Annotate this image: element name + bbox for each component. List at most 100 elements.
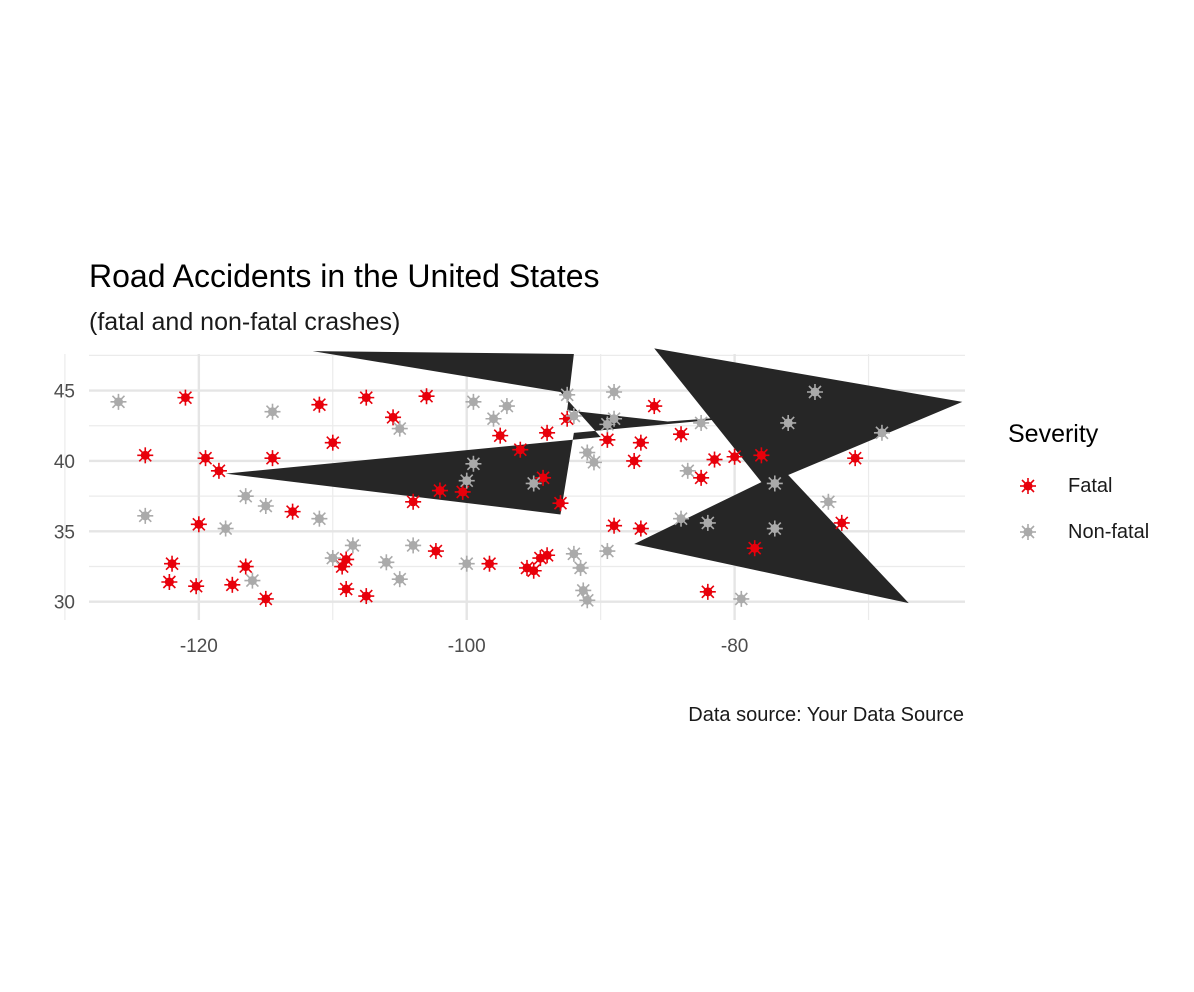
point-non-fatal: [679, 462, 696, 479]
point-non-fatal: [110, 393, 127, 410]
point-fatal: [358, 389, 375, 406]
point-fatal: [224, 576, 241, 593]
point-fatal: [177, 389, 194, 406]
point-non-fatal: [378, 554, 395, 571]
point-non-fatal: [257, 498, 274, 514]
point-non-fatal: [806, 384, 823, 400]
point-fatal: [385, 409, 402, 426]
point-fatal: [492, 427, 509, 444]
point-non-fatal: [264, 403, 281, 420]
point-fatal: [599, 431, 616, 448]
chart-subtitle: (fatal and non-fatal crashes): [89, 308, 401, 336]
point-non-fatal: [525, 475, 542, 492]
arrow-shape-2: [634, 348, 963, 604]
point-fatal: [237, 558, 254, 575]
point-non-fatal: [137, 507, 154, 524]
point-fatal: [311, 396, 328, 413]
point-fatal: [699, 583, 716, 600]
point-fatal: [405, 493, 422, 510]
point-fatal: [606, 517, 623, 534]
point-fatal: [673, 426, 690, 443]
y-tick-label: 45: [54, 382, 75, 403]
arrow-annotations: [225, 348, 963, 604]
point-fatal: [746, 540, 763, 557]
point-fatal: [137, 447, 154, 464]
point-fatal: [210, 462, 227, 479]
point-fatal: [512, 441, 529, 458]
point-non-fatal: [458, 472, 475, 489]
point-fatal: [626, 452, 643, 469]
point-fatal: [706, 451, 723, 468]
y-tick-label: 35: [54, 522, 75, 543]
point-non-fatal: [599, 543, 616, 560]
y-tick-label: 40: [54, 452, 75, 473]
x-tick-label: -80: [721, 636, 748, 657]
chart-title: Road Accidents in the United States: [89, 258, 600, 294]
point-fatal: [338, 581, 355, 598]
point-fatal: [257, 590, 274, 607]
point-fatal: [481, 555, 498, 572]
point-non-fatal: [565, 407, 582, 424]
legend: Severity Fatal Non-fatal: [1008, 420, 1149, 555]
y-tick-label: 30: [54, 593, 75, 614]
point-fatal: [427, 543, 444, 560]
legend-title: Severity: [1008, 420, 1099, 448]
point-fatal: [525, 562, 542, 579]
point-non-fatal: [237, 488, 254, 505]
point-non-fatal: [391, 420, 408, 437]
point-fatal: [847, 450, 864, 467]
point-non-fatal: [311, 510, 328, 527]
legend-item-non-fatal: Non-fatal: [1008, 509, 1149, 555]
point-non-fatal: [780, 414, 797, 431]
legend-item-fatal: Fatal: [1008, 463, 1149, 509]
point-fatal: [726, 448, 743, 465]
point-non-fatal: [324, 550, 341, 567]
point-fatal: [552, 495, 569, 512]
data-points: [110, 384, 890, 609]
point-non-fatal: [244, 572, 261, 589]
point-non-fatal: [485, 410, 502, 427]
legend-label-non-fatal: Non-fatal: [1068, 520, 1150, 543]
legend-marker: [1020, 524, 1036, 540]
point-fatal: [358, 588, 375, 605]
point-fatal: [632, 434, 649, 451]
point-non-fatal: [693, 414, 710, 431]
point-fatal: [539, 547, 556, 564]
point-non-fatal: [465, 455, 482, 472]
point-fatal: [833, 514, 850, 531]
point-fatal: [264, 450, 281, 467]
point-non-fatal: [766, 475, 783, 492]
point-fatal: [539, 424, 556, 441]
point-non-fatal: [344, 537, 361, 554]
point-fatal: [324, 434, 341, 451]
legend-marker: [1020, 478, 1036, 494]
point-non-fatal: [405, 537, 422, 554]
point-non-fatal: [458, 555, 475, 572]
point-non-fatal: [498, 398, 515, 415]
point-fatal: [431, 482, 448, 499]
point-fatal: [164, 555, 181, 572]
point-non-fatal: [873, 424, 890, 441]
x-tick-label: -100: [448, 636, 486, 657]
point-fatal: [190, 516, 207, 533]
point-non-fatal: [565, 545, 582, 562]
point-non-fatal: [699, 514, 716, 531]
point-fatal: [454, 483, 471, 500]
point-non-fatal: [572, 559, 589, 576]
point-non-fatal: [217, 520, 234, 537]
point-non-fatal: [559, 386, 576, 403]
point-non-fatal: [465, 393, 482, 410]
point-fatal: [632, 520, 649, 537]
point-fatal: [535, 469, 552, 486]
point-fatal: [693, 469, 710, 486]
point-non-fatal: [579, 592, 596, 609]
point-fatal: [753, 447, 770, 464]
point-fatal: [284, 503, 301, 520]
point-non-fatal: [391, 571, 408, 588]
point-fatal: [646, 398, 663, 415]
point-non-fatal: [673, 510, 690, 527]
point-non-fatal: [733, 590, 750, 607]
legend-key-non-fatal-icon: [1008, 512, 1048, 552]
point-non-fatal: [606, 410, 623, 427]
